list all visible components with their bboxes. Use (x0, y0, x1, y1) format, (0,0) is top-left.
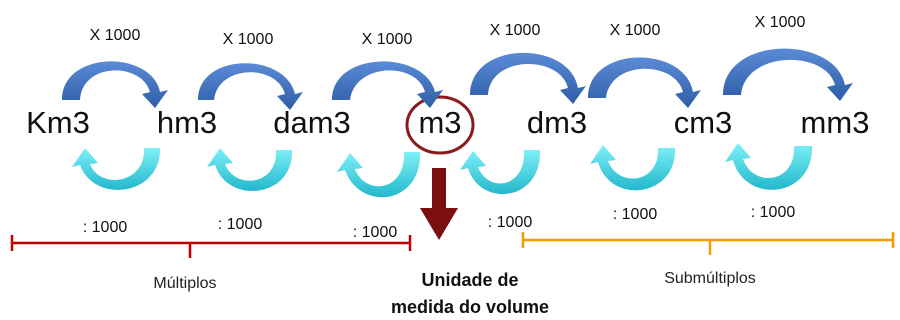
unit-label-mm3: mm3 (801, 105, 870, 140)
multiply-arrow-6 (723, 48, 853, 101)
divide-label-3: : 1000 (353, 224, 398, 241)
multiply-label-4: X 1000 (490, 22, 541, 39)
multiples-label: Múltiplos (153, 275, 216, 292)
multiply-label-5: X 1000 (610, 22, 661, 39)
highlight-circle (405, 95, 475, 155)
divide-arrow-6 (725, 143, 813, 190)
multiply-arrow-5 (588, 57, 701, 108)
divide-label-4: : 1000 (488, 214, 533, 231)
multiply-label-1: X 1000 (90, 27, 141, 44)
multiply-arrow-2 (198, 63, 303, 110)
multiply-label-6: X 1000 (755, 14, 806, 31)
unit-label-hm3: hm3 (157, 105, 217, 140)
divide-arrow-3 (337, 152, 421, 198)
down-arrow-icon (420, 168, 458, 240)
submultiples-label: Submúltiplos (664, 270, 756, 287)
submultiples-bracket (521, 232, 895, 255)
divide-arrow-4 (460, 150, 541, 195)
divide-label-6: : 1000 (751, 204, 796, 221)
multiply-label-3: X 1000 (362, 31, 413, 48)
multiply-arrow-3 (332, 61, 443, 108)
divide-label-5: : 1000 (613, 206, 658, 223)
unit-label-dam3: dam3 (273, 105, 351, 140)
caption-line-2: medida do volume (391, 297, 549, 317)
divide-label-1: : 1000 (83, 219, 128, 236)
multiply-label-2: X 1000 (223, 31, 274, 48)
multiply-arrow-4 (470, 52, 586, 104)
caption-line-1: Unidade de (421, 270, 518, 290)
divide-label-2: : 1000 (218, 216, 263, 233)
multiply-arrow-1 (62, 61, 168, 108)
divide-arrow-5 (590, 145, 676, 191)
divide-arrow-2 (207, 148, 293, 192)
divide-arrow-1 (72, 148, 161, 190)
unit-label-km3: Km3 (26, 105, 90, 140)
unit-label-m3: m3 (418, 105, 461, 140)
unit-label-cm3: cm3 (674, 105, 733, 140)
unit-label-dm3: dm3 (527, 105, 587, 140)
multiples-bracket (10, 235, 412, 258)
